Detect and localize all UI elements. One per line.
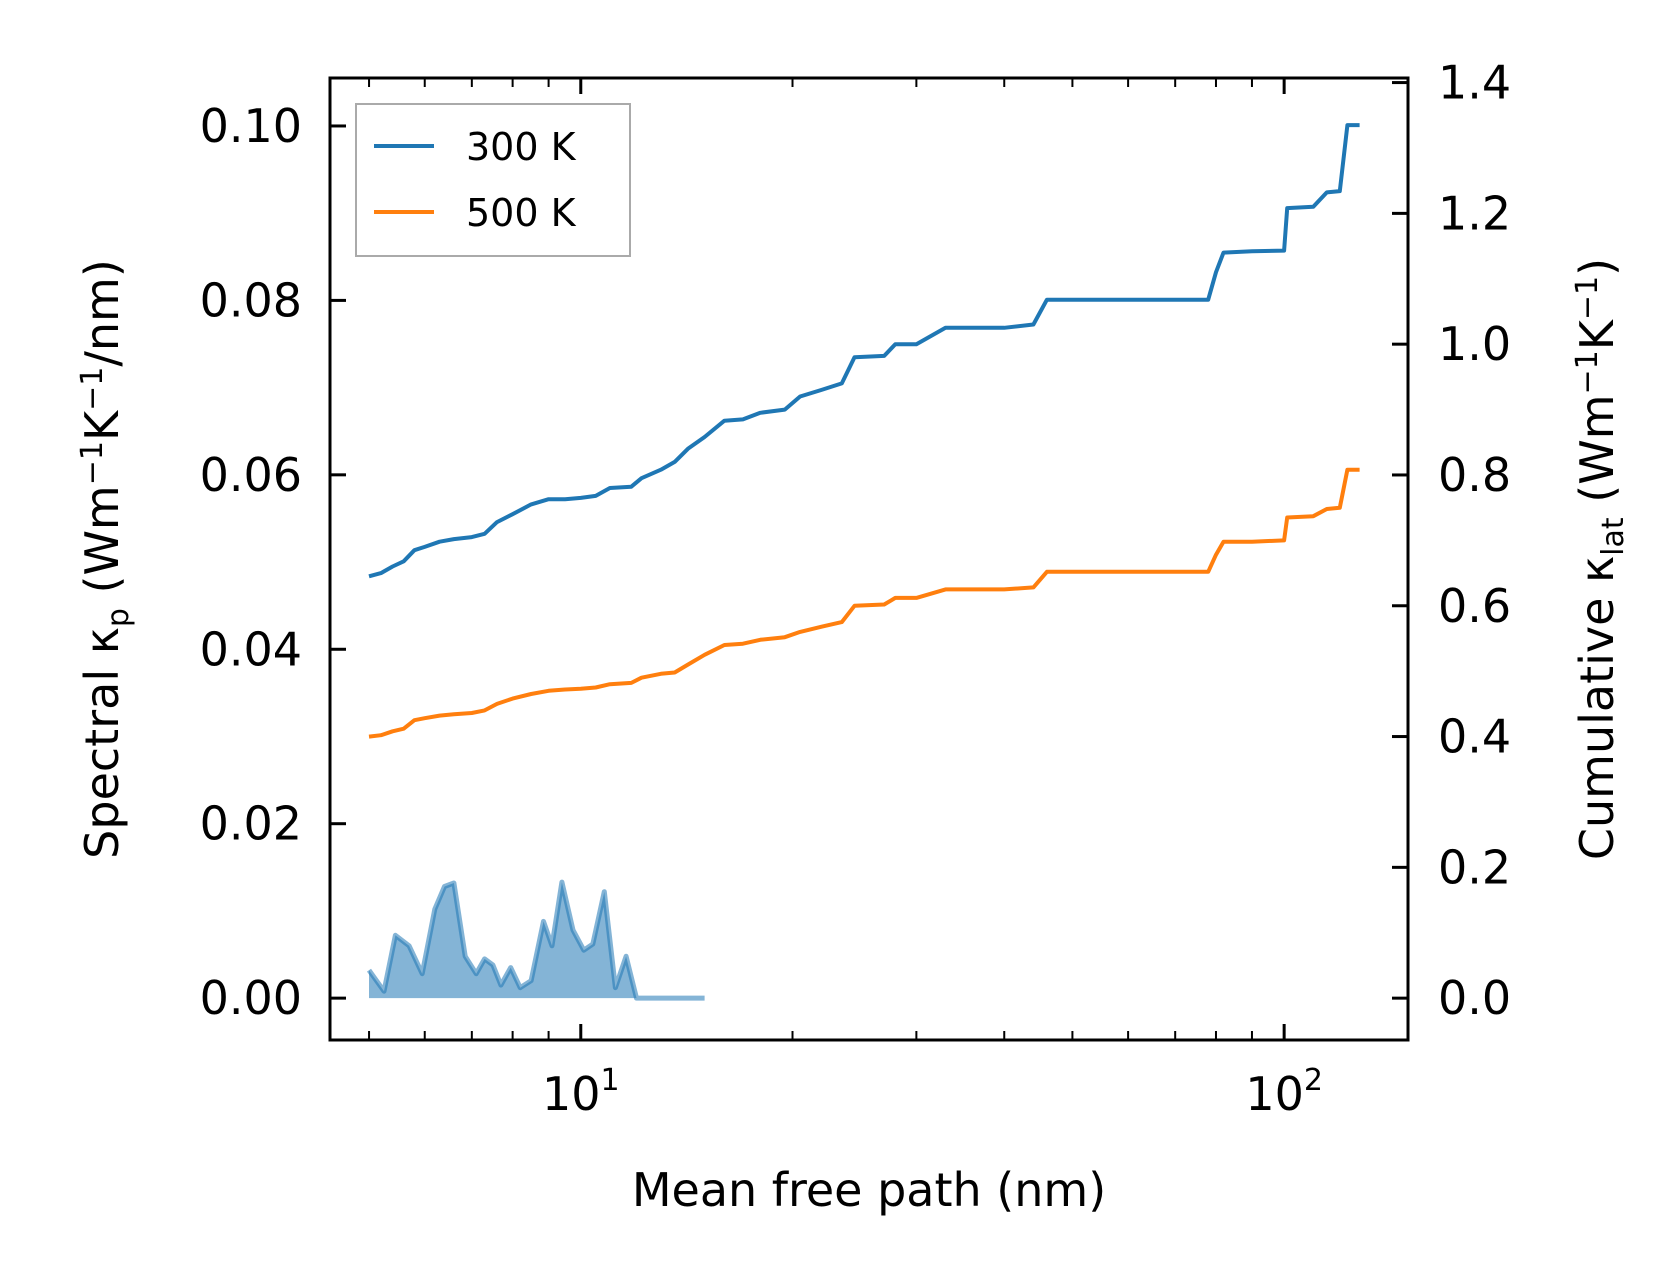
y-right-tick-label: 0.4 — [1438, 710, 1511, 764]
y-left-tick-label: 0.04 — [200, 622, 302, 676]
cumulative-line-layer — [368, 123, 1360, 739]
y-right-axis-label: Cumulative κlat (Wm−1K−1) — [1570, 258, 1631, 860]
legend: 300 K 500 K — [355, 103, 631, 257]
y-right-tick-label: 1.2 — [1438, 186, 1511, 240]
y-left-tick-label: 0.06 — [200, 448, 302, 502]
y-left-tick-label: 0.10 — [200, 99, 302, 153]
y-left-axis-label: Spectral κp (Wm−1K−1/nm) — [75, 259, 136, 859]
y-right-tick-label: 0.8 — [1438, 448, 1511, 502]
legend-label-500k: 500 K — [466, 191, 577, 235]
spectral-area-300k — [369, 882, 705, 999]
legend-label-300k: 300 K — [466, 125, 577, 169]
cumulative-line-300k — [368, 123, 1360, 579]
y-right-tick-label: 1.4 — [1438, 56, 1511, 110]
cumulative-line-500k — [368, 467, 1360, 739]
legend-box — [355, 103, 631, 257]
spectral-fill-layer — [366, 879, 705, 1001]
y-left-tick-label: 0.00 — [200, 971, 302, 1025]
y-right-tick-label: 0.6 — [1438, 579, 1511, 633]
y-right-tick-label: 1.0 — [1438, 317, 1511, 371]
x-tick-label: 102 — [1245, 1063, 1323, 1121]
tick-layer: 0.00 0.02 0.04 0.06 0.08 0.10 0.0 0.2 0.4 0.6 0.8 1… — [200, 56, 1512, 1121]
spectral-line-300k — [366, 879, 705, 1001]
y-left-tick-label: 0.02 — [200, 797, 302, 851]
x-tick-label: 101 — [542, 1063, 620, 1121]
y-left-tick-label: 0.08 — [200, 273, 302, 327]
plot-frame — [328, 76, 1410, 1042]
y-right-tick-label: 0.0 — [1438, 971, 1511, 1025]
y-right-tick-label: 0.2 — [1438, 840, 1511, 894]
x-axis-label: Mean free path (nm) — [632, 1163, 1106, 1217]
